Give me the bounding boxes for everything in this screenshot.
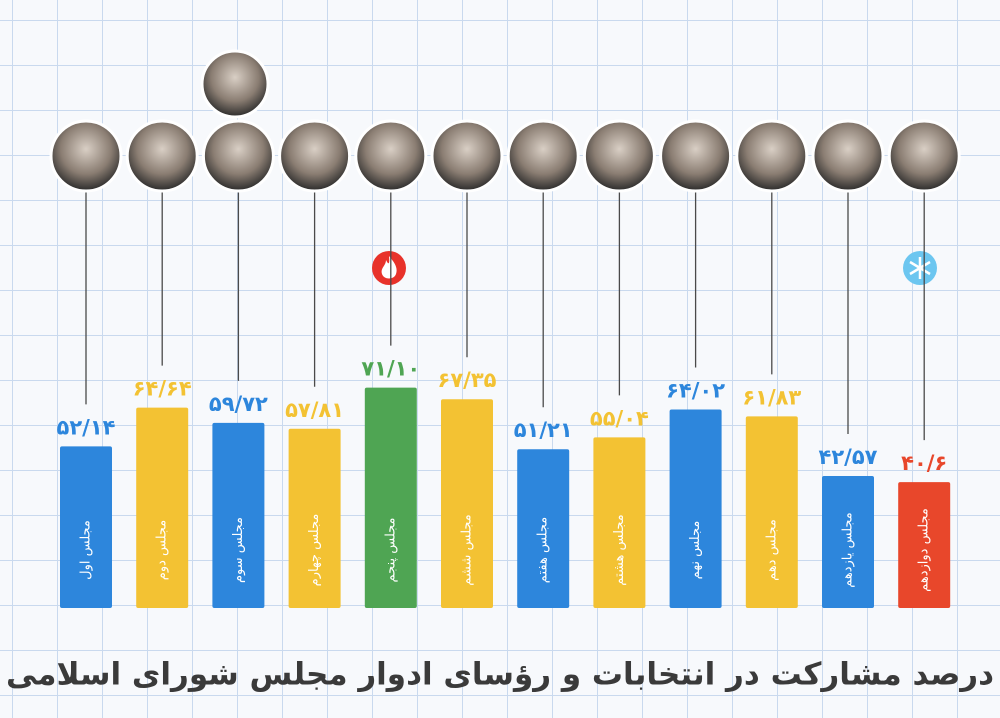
- x-tick-label: مجلس دوم: [155, 520, 170, 580]
- value-label: ۶۷/۳۵: [438, 368, 497, 392]
- portrait: [430, 119, 504, 193]
- bar: [364, 387, 417, 608]
- portrait: [201, 119, 275, 193]
- portrait: [582, 119, 656, 193]
- value-label: ۴۲/۵۷: [819, 445, 878, 469]
- portrait: [506, 119, 580, 193]
- bar: [593, 437, 646, 608]
- portrait: [811, 119, 885, 193]
- bar: [136, 407, 189, 608]
- x-tick-label: مجلس پنجم: [383, 518, 398, 583]
- x-tick-label: مجلس دهم: [764, 519, 779, 581]
- x-tick-label: مجلس سوم: [231, 517, 246, 583]
- bar: [60, 446, 112, 608]
- bar: [517, 449, 570, 608]
- snowflake-icon: [903, 251, 937, 285]
- portrait: [354, 119, 428, 193]
- value-label: ۷۱/۱۰: [361, 357, 420, 381]
- bar: [441, 399, 493, 608]
- fire-icon: [372, 251, 406, 285]
- portrait: [735, 119, 809, 193]
- value-label: ۶۴/۰۲: [666, 379, 725, 403]
- value-label: ۵۵/۰۴: [590, 406, 649, 430]
- x-tick-label: مجلس دوازدهم: [917, 508, 932, 592]
- portrait: [659, 119, 733, 193]
- value-label: ۵۱/۲۱: [514, 418, 573, 442]
- bar: [669, 409, 722, 608]
- x-tick-label: مجلس نهم: [688, 521, 703, 580]
- portrait: [49, 119, 123, 193]
- portrait: [200, 49, 270, 119]
- value-label: ۵۲/۱۴: [57, 415, 116, 439]
- value-label: ۵۷/۸۱: [285, 398, 344, 422]
- chart-title: درصد مشارکت در انتخابات و رؤسای ادوار مج…: [6, 657, 994, 693]
- x-tick-label: مجلس ششم: [460, 514, 475, 586]
- portrait: [125, 119, 199, 193]
- value-label: ۴۰/۶: [901, 451, 947, 475]
- bar: [212, 422, 265, 608]
- x-tick-label: مجلس چهارم: [307, 514, 322, 587]
- bar: [288, 428, 341, 608]
- portrait: [887, 119, 961, 193]
- value-label: ۶۱/۸۳: [742, 385, 801, 409]
- x-tick-label: مجلس هشتم: [612, 514, 627, 585]
- bar: [898, 482, 951, 608]
- x-tick-label: مجلس اول: [79, 520, 94, 580]
- value-label: ۶۴/۶۴: [133, 377, 192, 401]
- x-tick-label: مجلس یازدهم: [841, 512, 856, 588]
- portrait: [278, 119, 352, 193]
- bar: [745, 416, 798, 608]
- bar: [822, 476, 874, 608]
- value-label: ۵۹/۷۲: [209, 392, 268, 416]
- x-tick-label: مجلس هفتم: [536, 517, 551, 583]
